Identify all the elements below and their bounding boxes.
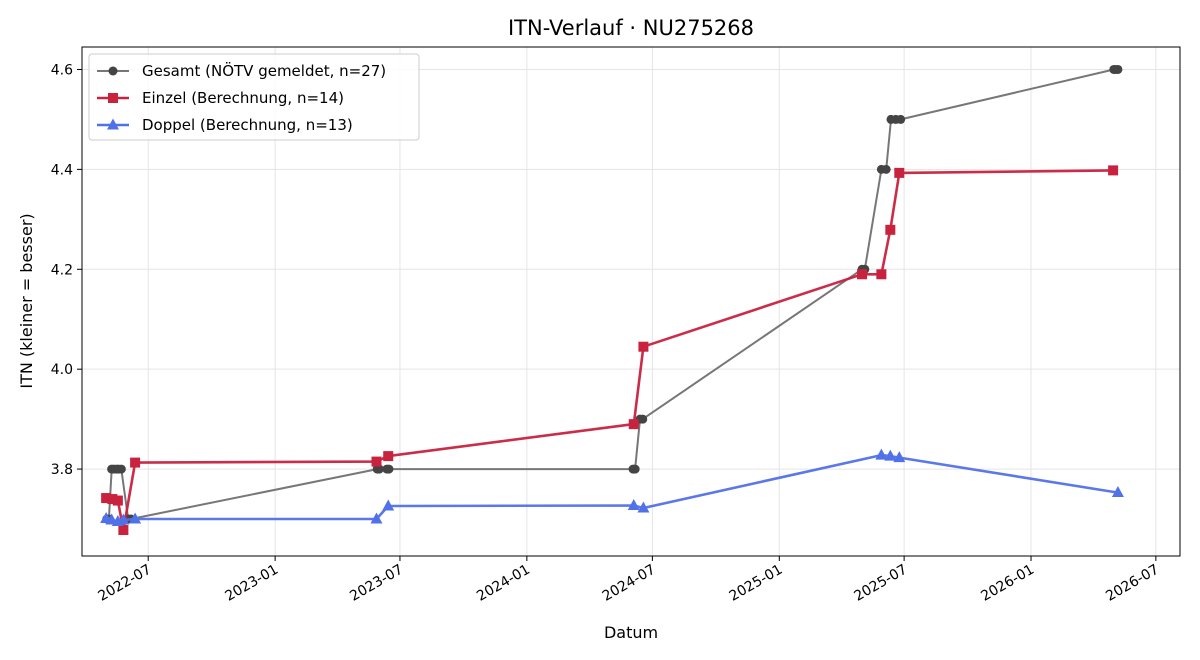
legend-box	[88, 53, 420, 141]
data-point	[112, 495, 123, 506]
y-tick-label: 4.2	[51, 262, 73, 278]
legend-item: Doppel (Berechnung, n=13)	[97, 116, 353, 134]
data-point	[374, 464, 384, 474]
data-point	[1113, 64, 1123, 74]
y-tick-label: 3.8	[51, 462, 73, 478]
legend-items: Gesamt (NÖTV gemeldet, n=27) Einzel (Bere…	[97, 61, 386, 134]
data-point	[885, 224, 896, 235]
y-axis-title: ITN (kleiner = besser)	[17, 213, 36, 388]
data-point	[893, 451, 906, 463]
legend-marker	[108, 93, 118, 103]
legend-item: Einzel (Berechnung, n=14)	[97, 89, 344, 107]
legend-marker	[107, 118, 119, 130]
legend: Gesamt (NÖTV gemeldet, n=27) Einzel (Bere…	[88, 53, 420, 141]
data-point	[876, 269, 887, 280]
data-point	[107, 494, 118, 505]
data-point	[894, 167, 905, 178]
data-point	[628, 419, 639, 430]
data-point	[117, 513, 130, 525]
data-point	[627, 499, 640, 511]
legend-label: Doppel (Berechnung, n=13)	[142, 116, 353, 134]
data-point	[384, 464, 394, 474]
series-3	[100, 448, 1124, 527]
x-axis-title: Datum	[604, 623, 658, 642]
series-1	[102, 64, 1123, 524]
data-point	[1108, 165, 1119, 176]
series-layer	[100, 64, 1124, 536]
legend-marker	[108, 66, 118, 76]
data-point	[884, 449, 897, 461]
data-point	[1111, 486, 1124, 498]
data-point	[638, 414, 648, 424]
data-point	[130, 457, 141, 468]
data-point	[370, 512, 383, 524]
data-point	[129, 512, 142, 524]
data-point	[857, 269, 868, 280]
chart-title: ITN-Verlauf · NU275268	[508, 16, 754, 40]
y-tick-label: 4.4	[51, 162, 73, 178]
data-point	[638, 341, 649, 352]
data-point	[101, 493, 112, 504]
y-tick-label: 4.0	[51, 362, 73, 378]
data-point	[630, 464, 640, 474]
data-point	[896, 114, 906, 124]
plot-frame	[81, 46, 1181, 557]
data-point	[116, 464, 126, 474]
data-point	[881, 164, 891, 174]
series-2	[101, 165, 1119, 536]
legend-label: Einzel (Berechnung, n=14)	[142, 89, 344, 107]
legend-label: Gesamt (NÖTV gemeldet, n=27)	[142, 61, 386, 80]
data-point	[637, 501, 650, 513]
data-point	[875, 448, 888, 460]
y-axis-ticks: 3.8 4.0 4.2 4.4 4.6	[51, 62, 82, 478]
data-point	[382, 499, 395, 511]
legend-item: Gesamt (NÖTV gemeldet, n=27)	[97, 61, 386, 80]
y-tick-label: 4.6	[51, 62, 73, 78]
data-point	[383, 451, 394, 462]
data-point	[118, 525, 129, 536]
data-point	[371, 456, 382, 467]
